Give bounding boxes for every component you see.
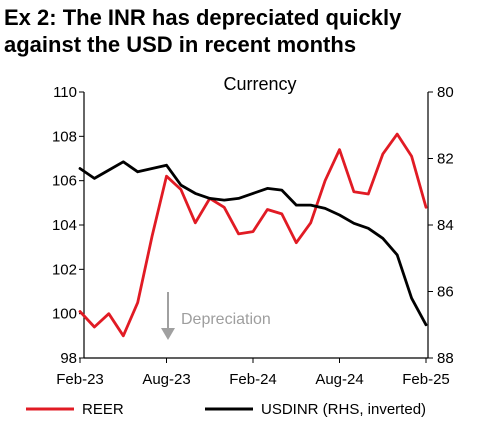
depreciation-label: Depreciation: [181, 311, 271, 328]
x-tick-label: Feb-24: [229, 371, 277, 388]
legend-label-reer: REER: [82, 401, 124, 418]
x-tick-label: Aug-24: [315, 371, 363, 388]
right-tick-label: 84: [437, 217, 454, 234]
usdinr-series-line: [78, 160, 428, 327]
chart-series: [78, 132, 428, 338]
chart-inner-title: Currency: [223, 74, 296, 94]
right-tick-label: 80: [437, 84, 454, 101]
left-tick-label: 106: [52, 173, 77, 190]
reer-series-line: [78, 132, 428, 338]
depreciation-annotation: Depreciation: [161, 292, 271, 340]
chart-title-line-2: against the USD in recent months: [4, 32, 357, 57]
depreciation-arrow-head-icon: [161, 328, 175, 340]
chart-legend: REER USDINR (RHS, inverted): [26, 401, 426, 418]
left-tick-label: 100: [52, 306, 77, 323]
legend-label-usdinr: USDINR (RHS, inverted): [261, 401, 426, 418]
left-tick-label: 108: [52, 128, 77, 145]
chart-title-line-1: Ex 2: The INR has depreciated quickly: [4, 5, 402, 30]
left-tick-label: 98: [60, 350, 77, 367]
left-tick-label: 104: [52, 217, 77, 234]
left-tick-label: 102: [52, 261, 77, 278]
x-tick-label: Feb-23: [56, 371, 104, 388]
right-tick-label: 86: [437, 284, 454, 301]
x-tick-label: Aug-23: [142, 371, 190, 388]
chart-axes: 98 100 102 104 106 108 110 80 82 84 86 88 Feb-23 Aug-…: [52, 84, 454, 388]
right-tick-label: 82: [437, 151, 454, 168]
x-tick-label: Feb-25: [402, 371, 450, 388]
left-tick-label: 110: [53, 84, 77, 101]
right-tick-label: 88: [437, 350, 454, 367]
chart-title: Ex 2: The INR has depreciated quickly ag…: [4, 4, 401, 58]
